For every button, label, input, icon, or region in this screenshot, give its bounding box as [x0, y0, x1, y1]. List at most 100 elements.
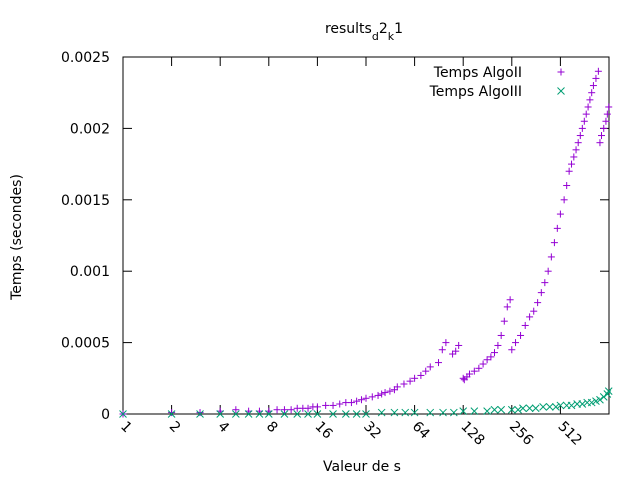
- legend-marker: [557, 68, 565, 76]
- data-point: [582, 110, 590, 118]
- data-point: [576, 132, 584, 140]
- data-point: [287, 406, 295, 414]
- data-point: [552, 403, 560, 411]
- data-point: [479, 360, 487, 368]
- data-point: [550, 239, 558, 247]
- data-point: [588, 89, 596, 97]
- chart-title-part: k: [388, 30, 395, 43]
- data-point: [378, 390, 386, 398]
- data-point: [599, 393, 608, 401]
- data-point: [216, 410, 225, 418]
- data-point: [341, 410, 350, 418]
- legend-label: Temps AlgoII: [433, 65, 522, 81]
- data-point: [596, 395, 604, 404]
- y-axis: 0 0.0005 0.001 0.0015 0.002 0.0025: [61, 50, 609, 423]
- data-point: [264, 410, 273, 418]
- data-point: [167, 410, 176, 418]
- data-point: [574, 139, 582, 147]
- data-point: [600, 124, 608, 132]
- data-point: [410, 408, 419, 417]
- data-point: [442, 339, 450, 347]
- data-point: [507, 405, 516, 414]
- data-point: [470, 367, 478, 375]
- series-2: [119, 387, 613, 418]
- data-point: [517, 331, 525, 339]
- y-tick-label: 0.001: [70, 264, 110, 280]
- data-point: [580, 117, 588, 125]
- data-point: [393, 383, 401, 391]
- data-point: [196, 410, 204, 418]
- data-point: [514, 405, 522, 414]
- data-point: [362, 410, 370, 418]
- data-point: [386, 387, 394, 395]
- data-point: [497, 405, 506, 414]
- data-point: [411, 374, 419, 382]
- data-point: [449, 350, 457, 358]
- data-point: [352, 410, 361, 418]
- x-tick-label: 8: [263, 419, 281, 437]
- data-point: [313, 403, 321, 411]
- data-point: [594, 67, 602, 75]
- x-tick-label: 64: [409, 419, 433, 443]
- data-point: [570, 153, 578, 161]
- data-point: [336, 400, 344, 408]
- data-point: [400, 380, 408, 388]
- data-point: [531, 404, 540, 413]
- data-point: [304, 410, 312, 418]
- data-point: [556, 401, 565, 410]
- data-point: [494, 341, 502, 349]
- data-point: [530, 307, 538, 315]
- data-point: [357, 396, 365, 404]
- series-1: [119, 67, 613, 418]
- data-point: [605, 103, 613, 111]
- data-point: [449, 408, 458, 417]
- x-tick-label: 16: [312, 419, 336, 443]
- data-point: [452, 347, 460, 355]
- data-point: [503, 303, 511, 311]
- data-point: [563, 182, 571, 190]
- legend-marker: [557, 87, 565, 95]
- data-point: [390, 386, 398, 394]
- data-point: [417, 371, 425, 379]
- data-point: [368, 393, 376, 401]
- chart-title-part: 2: [379, 21, 388, 37]
- x-tick-label: 4: [214, 419, 232, 437]
- y-tick-label: 0.002: [70, 121, 110, 137]
- data-point: [545, 403, 554, 411]
- x-axis-label: Valeur de s: [323, 459, 401, 475]
- data-point: [196, 409, 204, 417]
- data-point: [592, 397, 600, 406]
- data-point: [497, 331, 505, 339]
- chart-title-part: results: [325, 21, 372, 37]
- chart-title: resultsd2k1: [325, 21, 403, 43]
- data-point: [592, 74, 600, 82]
- data-point: [537, 289, 545, 297]
- data-point: [567, 401, 576, 410]
- y-tick-label: 0.0005: [61, 336, 110, 352]
- y-tick-label: 0: [101, 407, 110, 423]
- data-point: [426, 363, 434, 371]
- x-tick-label: 2: [166, 419, 184, 437]
- data-point: [438, 346, 446, 354]
- data-point: [381, 389, 389, 397]
- data-point: [525, 404, 534, 413]
- data-point: [232, 406, 240, 414]
- data-point: [578, 124, 586, 132]
- data-point: [596, 139, 604, 147]
- data-point: [401, 408, 410, 417]
- data-point: [273, 406, 281, 414]
- data-point: [455, 341, 463, 349]
- x-tick-label: 32: [360, 419, 384, 443]
- data-point: [459, 407, 468, 415]
- data-point: [347, 399, 355, 407]
- data-point: [587, 398, 596, 407]
- data-point: [519, 404, 527, 413]
- data-point: [483, 407, 491, 415]
- data-point: [539, 403, 547, 411]
- data-point: [244, 410, 253, 418]
- data-point: [506, 296, 514, 304]
- plot-frame: [122, 56, 610, 415]
- chart-title-part: 1: [394, 21, 403, 37]
- data-point: [362, 394, 370, 402]
- data-point: [119, 410, 127, 418]
